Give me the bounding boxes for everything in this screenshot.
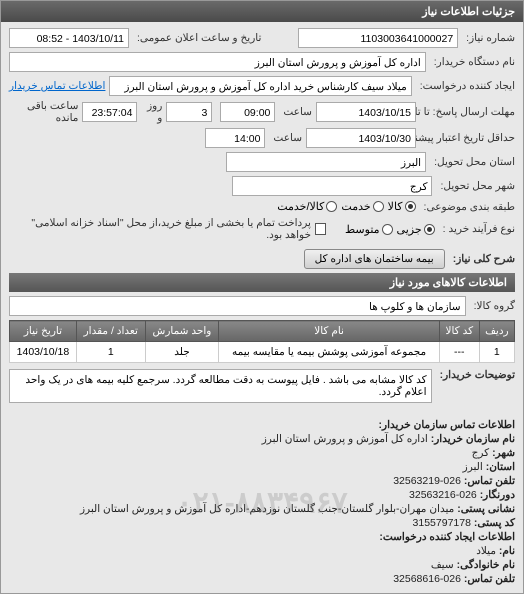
th-qty: تعداد / مقدار — [76, 321, 145, 342]
treasury-note: پرداخت تمام یا بخشی از مبلغ خرید،از محل … — [9, 217, 311, 241]
deadline-time-label: ساعت — [279, 106, 312, 118]
province-field: البرز — [226, 152, 426, 172]
contact-section-title: اطلاعات تماس سازمان خریدار: — [379, 419, 515, 431]
th-date: تاریخ نیاز — [10, 321, 77, 342]
creator-phone: 026-32568616 — [393, 573, 461, 585]
category-label: طبقه بندی موضوعی: — [420, 201, 515, 213]
contact-section: ۰۲۱-۸۸۳۴۹۶۷ اطلاعات تماس سازمان خریدار: … — [1, 413, 523, 593]
remaining-days-field: 3 — [166, 102, 212, 122]
request-no-label: شماره نیاز: — [462, 32, 515, 44]
city-label: شهر محل تحویل: — [436, 180, 515, 192]
request-no-field: 1103003641000027 — [298, 28, 458, 48]
validity-label: حداقل تاریخ اعتبار پیشنهاد: تا تاریخ: — [420, 132, 515, 144]
process-label: نوع فرآیند خرید : — [439, 223, 515, 235]
contact-address: میدان مهران-بلوار گلستان-جنب گلستان نوزد… — [80, 503, 454, 515]
remaining-time-field: 23:57:04 — [82, 102, 137, 122]
proc-small-radio[interactable]: جزیی — [397, 223, 435, 236]
th-unit: واحد شمارش — [145, 321, 219, 342]
contact-city: کرج — [472, 447, 490, 459]
proc-medium-radio[interactable]: متوسط — [345, 223, 393, 236]
creator-name: میلاد — [476, 545, 496, 557]
province-label: استان محل تحویل: — [430, 156, 515, 168]
announce-field: 1403/10/11 - 08:52 — [9, 28, 129, 48]
th-name: نام کالا — [219, 321, 440, 342]
explain-box: کد کالا مشابه می باشد . فایل پیوست به دق… — [9, 369, 432, 403]
validity-time-field: 14:00 — [205, 128, 265, 148]
announce-label: تاریخ و ساعت اعلان عمومی: — [133, 32, 261, 44]
goods-group-field: سازمان ها و کلوپ ها — [9, 296, 466, 316]
goods-group-label: گروه کالا: — [470, 300, 515, 312]
explain-label: توضیحات خریدار: — [436, 369, 515, 381]
creator-field: میلاد سیف کارشناس خرید اداره کل آموزش و … — [109, 76, 411, 96]
th-row: ردیف — [479, 321, 514, 342]
deadline-time-field: 09:00 — [220, 102, 275, 122]
deadline-label: مهلت ارسال پاسخ: تا تاریخ: — [420, 106, 515, 118]
contact-link[interactable]: اطلاعات تماس خریدار — [9, 80, 105, 92]
treasury-checkbox[interactable] — [315, 223, 326, 235]
contact-org: اداره کل آموزش و پرورش استان البرز — [262, 433, 428, 445]
details-panel: جزئیات اطلاعات نیاز شماره نیاز: 11030036… — [0, 0, 524, 594]
validity-time-label: ساعت — [269, 132, 302, 144]
contact-postcode: 3155797178 — [413, 517, 471, 529]
th-code: کد کالا — [439, 321, 479, 342]
goods-section-title: اطلاعات کالاهای مورد نیاز — [9, 273, 515, 292]
panel-title: جزئیات اطلاعات نیاز — [1, 1, 523, 22]
remaining-suffix: ساعت باقی مانده — [9, 100, 78, 124]
panel-body: شماره نیاز: 1103003641000027 تاریخ و ساع… — [1, 22, 523, 413]
validity-date-field: 1403/10/30 — [306, 128, 416, 148]
contact-fax: 026-32563216 — [409, 489, 477, 501]
cat-service-radio[interactable]: خدمت — [341, 200, 383, 213]
general-desc-button[interactable]: بیمه ساختمان های اداره کل — [304, 249, 445, 269]
contact-province: البرز — [463, 461, 483, 473]
buyer-org-field: اداره کل آموزش و پرورش استان البرز — [9, 52, 426, 72]
cat-goods-radio[interactable]: کالا — [388, 200, 416, 213]
city-field: کرج — [232, 176, 432, 196]
creator-label: ایجاد کننده درخواست: — [416, 80, 515, 92]
cat-both-radio[interactable]: کالا/خدمت — [277, 200, 337, 213]
deadline-date-field: 1403/10/15 — [316, 102, 416, 122]
creator-section-title: اطلاعات ایجاد کننده درخواست: — [379, 531, 515, 543]
creator-lname: سیف — [431, 559, 454, 571]
goods-table: ردیف کد کالا نام کالا واحد شمارش تعداد /… — [9, 320, 515, 363]
table-row: 1 --- مجموعه آموزشی پوشش بیمه یا مقایسه … — [10, 342, 515, 363]
contact-phone: 026-32563219 — [393, 475, 461, 487]
remaining-days-label: روز و — [141, 100, 162, 124]
general-desc-label: شرح کلی نیاز: — [449, 253, 515, 265]
buyer-org-label: نام دستگاه خریدار: — [430, 56, 515, 68]
